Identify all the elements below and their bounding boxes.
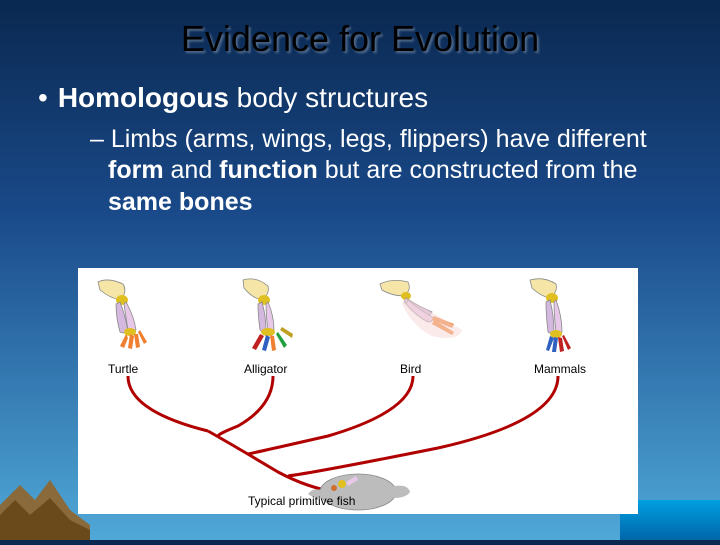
limb-row: Turtle Alligator xyxy=(78,268,638,383)
sub-mid1: and xyxy=(164,156,220,184)
limb-alligator xyxy=(218,272,338,354)
limb-mammals xyxy=(508,272,628,354)
homology-figure: Turtle Alligator xyxy=(78,268,638,514)
sub-b2: function xyxy=(219,156,318,184)
slide-title: Evidence for Evolution xyxy=(0,0,720,60)
sub-bullet: – Limbs (arms, wings, legs, flippers) ha… xyxy=(90,124,670,218)
sub-pre: – Limbs (arms, wings, legs, flippers) ha… xyxy=(90,125,647,153)
limb-label-turtle: Turtle xyxy=(108,362,138,376)
fish-label: Typical primitive fish xyxy=(248,494,355,508)
sub-b3: same xyxy=(108,188,172,216)
limb-label-mammals: Mammals xyxy=(534,362,586,376)
limb-turtle xyxy=(78,272,198,354)
sub-mid2: but are constructed from the xyxy=(318,156,638,184)
bullet-dot: • xyxy=(38,82,48,113)
limb-bird xyxy=(362,272,482,354)
main-bullet-rest: body structures xyxy=(229,82,428,113)
sub-b1: form xyxy=(108,156,164,184)
sub-b4: bones xyxy=(179,188,253,216)
phylogeny-tree xyxy=(78,376,638,516)
mountain-decoration xyxy=(0,470,90,540)
limb-label-bird: Bird xyxy=(400,362,421,376)
limb-label-alligator: Alligator xyxy=(244,362,287,376)
sub-sp xyxy=(172,188,179,216)
main-bullet: • Homologous body structures xyxy=(38,82,720,114)
main-bullet-bold: Homologous xyxy=(58,82,229,113)
